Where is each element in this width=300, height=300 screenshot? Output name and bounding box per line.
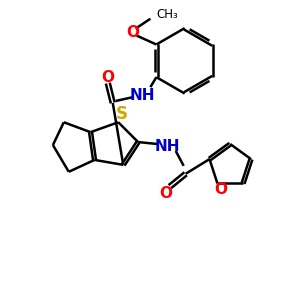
- Text: O: O: [101, 70, 114, 85]
- Text: O: O: [159, 186, 172, 201]
- Text: O: O: [126, 25, 139, 40]
- Text: NH: NH: [130, 88, 155, 103]
- Text: CH₃: CH₃: [156, 8, 178, 21]
- Text: O: O: [214, 182, 227, 197]
- Text: NH: NH: [155, 139, 181, 154]
- Text: S: S: [115, 105, 127, 123]
